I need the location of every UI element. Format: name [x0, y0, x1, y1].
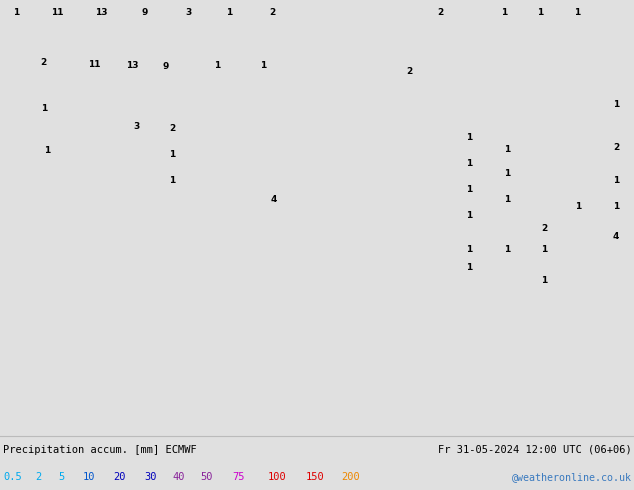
Text: Precipitation accum. [mm] ECMWF: Precipitation accum. [mm] ECMWF [3, 444, 197, 455]
Text: 13: 13 [126, 61, 138, 70]
Text: 4: 4 [613, 232, 619, 242]
Text: 1: 1 [13, 8, 19, 17]
Text: Fr 31-05-2024 12:00 UTC (06+06): Fr 31-05-2024 12:00 UTC (06+06) [437, 444, 631, 455]
Text: 1: 1 [214, 61, 220, 70]
Text: 20: 20 [113, 472, 126, 482]
Text: 50: 50 [200, 472, 213, 482]
Text: 1: 1 [44, 146, 51, 155]
Text: 5: 5 [58, 472, 65, 482]
Text: 1: 1 [169, 150, 176, 159]
Text: 11: 11 [87, 60, 100, 69]
Text: 75: 75 [232, 472, 245, 482]
Text: 2: 2 [541, 224, 547, 233]
Text: 150: 150 [306, 472, 325, 482]
Text: 1: 1 [466, 211, 472, 220]
Text: 2: 2 [613, 143, 619, 152]
Text: 2: 2 [40, 58, 46, 67]
Text: @weatheronline.co.uk: @weatheronline.co.uk [512, 472, 631, 482]
Text: 1: 1 [260, 61, 266, 70]
Text: 1: 1 [613, 176, 619, 185]
Text: 1: 1 [504, 195, 510, 204]
Text: 1: 1 [466, 245, 472, 254]
Text: 1: 1 [575, 202, 581, 211]
Text: 1: 1 [504, 145, 510, 153]
Text: 13: 13 [95, 8, 108, 17]
Text: 9: 9 [163, 63, 169, 72]
Text: 1: 1 [574, 8, 580, 17]
Text: 1: 1 [466, 263, 472, 271]
Text: 1: 1 [541, 275, 547, 285]
Text: 1: 1 [537, 8, 543, 17]
Text: 1: 1 [226, 8, 233, 17]
Text: 2: 2 [169, 124, 176, 133]
Text: 10: 10 [82, 472, 95, 482]
Text: 1: 1 [466, 159, 472, 168]
Text: 30: 30 [145, 472, 157, 482]
Text: 1: 1 [613, 202, 619, 211]
Text: 0.5: 0.5 [3, 472, 22, 482]
Text: 1: 1 [613, 100, 619, 109]
Text: 1: 1 [41, 104, 48, 113]
Text: 2: 2 [35, 472, 41, 482]
Text: 1: 1 [504, 245, 510, 254]
Text: 1: 1 [504, 169, 510, 178]
Text: 2: 2 [269, 8, 276, 17]
Text: 1: 1 [466, 185, 472, 194]
Text: 1: 1 [466, 133, 472, 142]
Text: 1: 1 [169, 176, 176, 185]
Text: 1: 1 [541, 245, 547, 254]
Text: 2: 2 [406, 67, 412, 76]
Text: 9: 9 [141, 8, 148, 17]
Text: 1: 1 [501, 8, 507, 17]
Text: 2: 2 [437, 8, 444, 17]
Text: 4: 4 [271, 195, 277, 204]
Text: 100: 100 [268, 472, 287, 482]
Text: 11: 11 [51, 8, 63, 17]
Text: 200: 200 [341, 472, 360, 482]
Text: 3: 3 [133, 122, 139, 131]
Text: 40: 40 [172, 472, 185, 482]
Text: 3: 3 [186, 8, 192, 17]
